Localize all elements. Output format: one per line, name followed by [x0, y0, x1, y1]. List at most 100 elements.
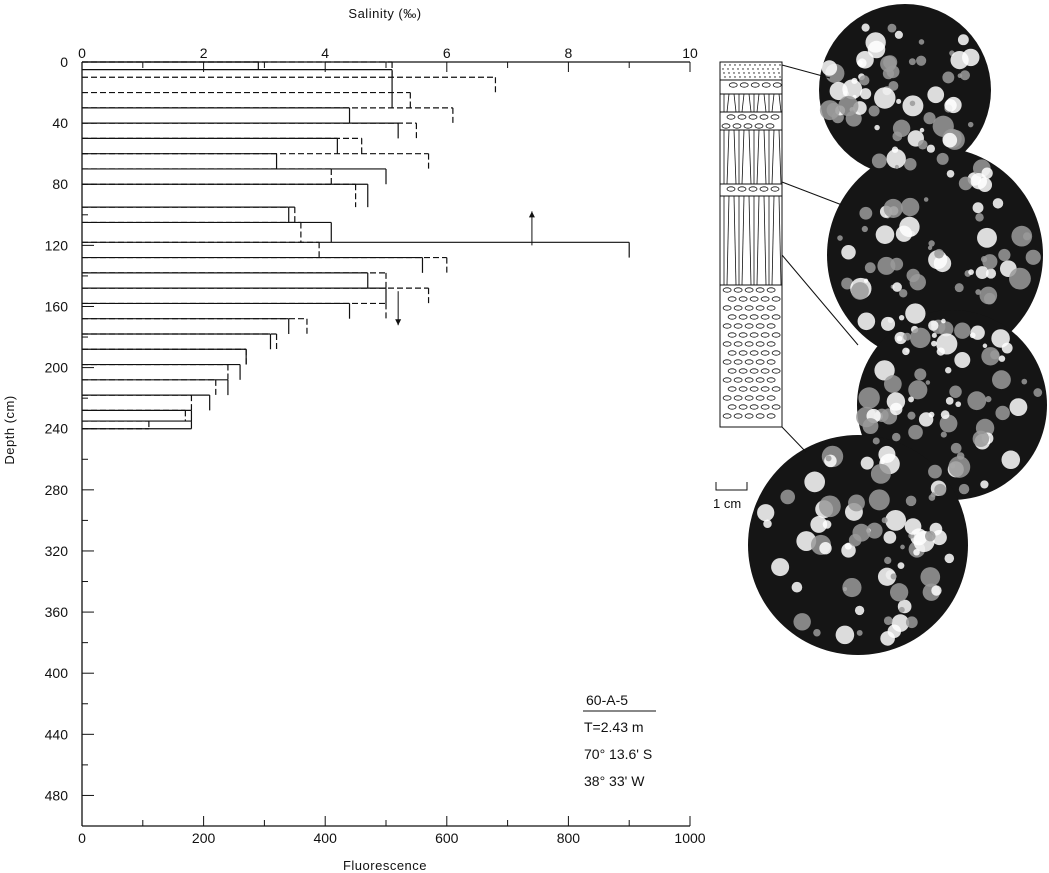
core-grain	[724, 76, 726, 78]
photo-speck	[867, 40, 886, 59]
photo-speck	[791, 581, 803, 593]
core-grain	[767, 68, 769, 70]
photo-speck	[923, 112, 936, 125]
photo-speck	[907, 411, 916, 420]
core-bubble	[738, 386, 748, 392]
core-bubble	[766, 323, 776, 329]
core-bubble	[771, 404, 781, 410]
photo-speck	[842, 79, 863, 100]
photo-speck	[891, 146, 899, 153]
core-grain	[774, 64, 776, 66]
photo-speck	[861, 225, 868, 233]
photo-speck	[892, 282, 902, 292]
core-bubble	[738, 404, 748, 410]
core-fibre	[733, 129, 737, 185]
photo-speck	[888, 80, 899, 91]
photo-speck	[857, 60, 863, 66]
depth-tick-label: 160	[45, 298, 69, 314]
core-bubble	[772, 82, 782, 88]
photo-speck	[894, 164, 899, 170]
photo-speck	[913, 548, 920, 556]
photo-speck	[860, 456, 874, 470]
core-grain	[763, 72, 765, 74]
core-bubble	[732, 123, 742, 129]
core-grain	[777, 68, 779, 70]
core-fibre	[756, 129, 760, 185]
core-bubble	[738, 314, 748, 320]
photo-speck	[874, 124, 880, 131]
photo-speck	[1022, 232, 1032, 241]
core-bubble	[755, 359, 765, 365]
core-bubble	[748, 114, 758, 120]
station-longitude: 38° 33' W	[584, 773, 645, 789]
salinity-series	[82, 61, 630, 430]
core-grain	[754, 64, 756, 66]
photo-speck	[883, 616, 893, 626]
photo-speck	[931, 332, 937, 338]
core-bubble	[765, 123, 775, 129]
core-grain	[732, 68, 734, 70]
photo-speck	[1009, 398, 1028, 417]
photo-speck	[866, 522, 883, 539]
photo-speck	[940, 431, 947, 438]
core-bubble	[766, 377, 776, 383]
core-bubble	[771, 368, 781, 374]
photo-speck	[874, 87, 896, 109]
photo-speck	[904, 518, 922, 535]
photo-speck	[851, 282, 869, 300]
core-grain	[768, 72, 770, 74]
core-bubble	[738, 332, 748, 338]
core-bubble	[727, 386, 737, 392]
core-grain	[773, 72, 775, 74]
photo-speck	[883, 530, 897, 544]
photo-speck	[848, 494, 865, 512]
photo-speck	[958, 176, 973, 191]
photo-speck	[908, 424, 923, 440]
depth-tick-label: 280	[45, 482, 69, 498]
core-bubble	[737, 114, 747, 120]
core-fibre	[763, 129, 767, 185]
core-bubble	[771, 350, 781, 356]
photo-speck	[819, 100, 840, 121]
core-bubble	[733, 287, 743, 293]
core-bubble	[749, 350, 759, 356]
core-bubble	[761, 82, 771, 88]
photo-speck	[898, 606, 905, 613]
core-grain	[723, 72, 725, 74]
core-bubble	[733, 359, 743, 365]
depth-axis-title: Depth (cm)	[2, 395, 17, 464]
depth-tick-label: 480	[45, 787, 69, 803]
photo-speck	[928, 320, 939, 331]
photo-speck	[841, 277, 854, 290]
photo-speck	[896, 98, 902, 105]
photo-speck	[954, 352, 971, 368]
core-bubble	[749, 368, 759, 374]
photo-speck	[954, 283, 964, 293]
salinity-tick-label: 4	[321, 45, 329, 61]
core-bubble	[748, 186, 758, 192]
photo-speck	[972, 430, 990, 447]
core-column	[719, 61, 783, 428]
core-grain	[764, 64, 766, 66]
photo-speck	[810, 516, 828, 533]
photo-speck	[889, 402, 903, 416]
photo-speck	[894, 30, 903, 39]
depth-tick-label: 320	[45, 543, 69, 559]
core-bubble	[733, 305, 743, 311]
photo-speck	[992, 370, 1011, 390]
core-bubble	[744, 413, 754, 419]
photo-speck	[905, 303, 926, 324]
core-bubble	[722, 377, 732, 383]
core-bubble	[755, 377, 765, 383]
photo-speck	[819, 541, 832, 555]
core-fibre	[771, 93, 775, 113]
photo-speck	[905, 495, 917, 507]
photo-speck	[939, 414, 958, 433]
core-bubble	[749, 386, 759, 392]
core-fibre	[748, 129, 752, 185]
photo-speck	[838, 95, 859, 117]
photo-speck	[945, 367, 952, 374]
photo-speck	[870, 463, 891, 484]
core-bubble	[771, 332, 781, 338]
core-fibre	[771, 129, 775, 185]
